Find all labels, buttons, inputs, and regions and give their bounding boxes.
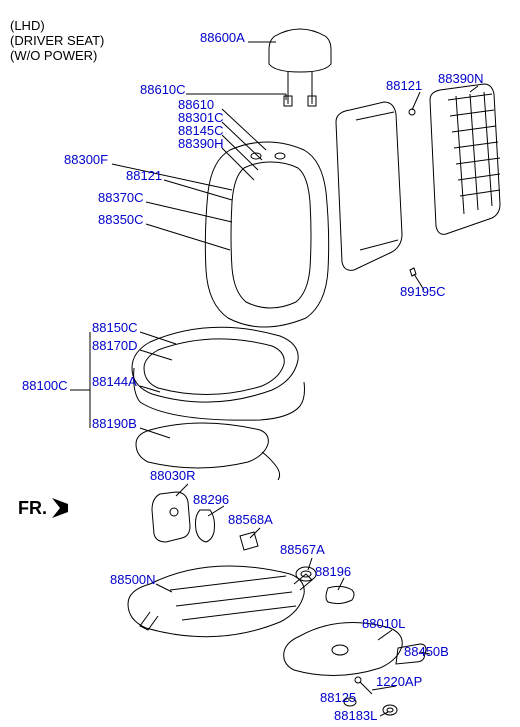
label-89195C: 89195C bbox=[400, 284, 446, 299]
label-88030R: 88030R bbox=[150, 468, 196, 483]
label-88610C: 88610C bbox=[140, 82, 186, 97]
label-88144A: 88144A bbox=[92, 374, 137, 389]
label-88450B: 88450B bbox=[404, 644, 449, 659]
label-88600A: 88600A bbox=[200, 30, 245, 45]
label-88300F: 88300F bbox=[64, 152, 108, 167]
label-88296: 88296 bbox=[193, 492, 229, 507]
part-recliner-lever bbox=[196, 510, 215, 542]
label-88170D: 88170D bbox=[92, 338, 138, 353]
label-88190B: 88190B bbox=[92, 416, 137, 431]
label-88121a: 88121 bbox=[126, 168, 162, 183]
label-88500N: 88500N bbox=[110, 572, 156, 587]
label-88183L: 88183L bbox=[334, 708, 377, 723]
part-seatback-board bbox=[430, 84, 500, 234]
part-seat-track bbox=[128, 566, 312, 637]
label-88370C: 88370C bbox=[98, 190, 144, 205]
part-seatback-cushion bbox=[205, 142, 328, 327]
part-screw-1220 bbox=[355, 677, 372, 694]
part-lever-196 bbox=[326, 586, 354, 603]
fr-arrow bbox=[52, 498, 68, 518]
label-1220AP: 1220AP bbox=[376, 674, 422, 689]
label-88568A: 88568A bbox=[228, 512, 273, 527]
label-88010L: 88010L bbox=[362, 616, 405, 631]
part-outer-shield bbox=[152, 492, 190, 542]
label-88100C: 88100C bbox=[22, 378, 68, 393]
label-88150C: 88150C bbox=[92, 320, 138, 335]
diagram-canvas: { "header": { "line1": "(LHD)", "line2":… bbox=[0, 0, 520, 727]
part-bracket-568 bbox=[240, 532, 258, 550]
label-88390H: 88390H bbox=[178, 136, 224, 151]
label-88125: 88125 bbox=[320, 690, 356, 705]
label-88390N: 88390N bbox=[438, 71, 484, 86]
label-88567A: 88567A bbox=[280, 542, 325, 557]
label-88196: 88196 bbox=[315, 564, 351, 579]
label-88350C: 88350C bbox=[98, 212, 144, 227]
label-88121b: 88121 bbox=[386, 78, 422, 93]
part-seatback-frame bbox=[336, 102, 416, 276]
diagram-svg bbox=[0, 0, 520, 727]
